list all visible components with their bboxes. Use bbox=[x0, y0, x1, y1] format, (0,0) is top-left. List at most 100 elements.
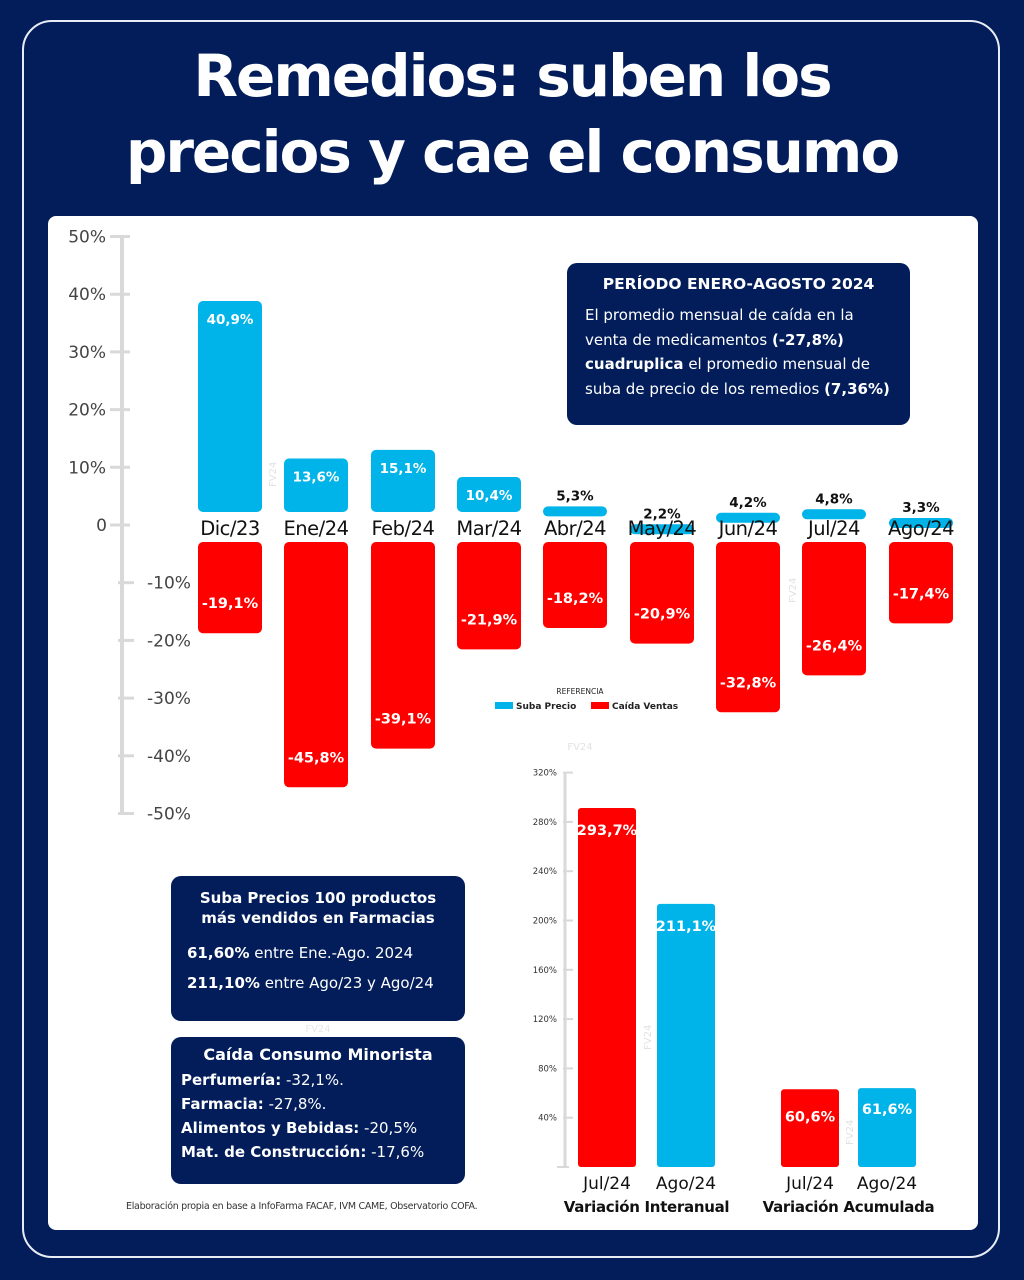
x-category-label: Ago/24 bbox=[857, 1174, 917, 1194]
consumo-row-label: Perfumería: bbox=[181, 1071, 282, 1089]
x-category-label: Jun/24 bbox=[717, 517, 778, 540]
x-category-label: Feb/24 bbox=[372, 517, 435, 540]
bar-suba-precio bbox=[543, 506, 607, 517]
bar-label-suba-precio: 2,2% bbox=[643, 506, 681, 522]
bar-label-suba-precio: 5,3% bbox=[556, 488, 594, 504]
prices-row: 61,60% entre Ene.-Ago. 2024 bbox=[187, 938, 465, 968]
bar-caida-ventas bbox=[198, 542, 262, 634]
consumo-row-value: -32,1%. bbox=[281, 1071, 344, 1089]
bar-label-variacion: 60,6% bbox=[785, 1109, 836, 1125]
bar-label-caida-ventas: -19,1% bbox=[202, 596, 259, 612]
period-avg-drop: (-27,8%) bbox=[771, 330, 844, 349]
bar-suba-precio bbox=[371, 449, 435, 512]
y-tick-label: -30% bbox=[147, 689, 191, 709]
legend-swatch-suba-precio bbox=[495, 702, 513, 709]
title-line-2: precios y cae el consumo bbox=[125, 118, 900, 186]
consumo-row: Perfumería: -32,1%. bbox=[181, 1068, 465, 1092]
x-category-label: Jul/24 bbox=[806, 517, 860, 540]
bar-suba-precio bbox=[630, 524, 694, 535]
x-category-label: Jul/24 bbox=[582, 1174, 631, 1194]
consumo-row: Alimentos y Bebidas: -20,5% bbox=[181, 1116, 465, 1140]
bar-suba-precio bbox=[889, 517, 953, 528]
y-tick-label: 10% bbox=[68, 458, 106, 478]
period-keyword: cuadruplica bbox=[585, 355, 684, 373]
prices-heading-line-2: más vendidos en Farmacias bbox=[201, 909, 435, 927]
x-category-label: Ago/24 bbox=[888, 517, 954, 540]
consumo-row-label: Farmacia: bbox=[181, 1095, 264, 1113]
consumo-row-value: -20,5% bbox=[359, 1119, 418, 1137]
bar-caida-ventas bbox=[371, 542, 435, 749]
watermark: FV24 bbox=[845, 1120, 856, 1145]
period-text-2: el promedio mensual de suba de precio de… bbox=[585, 355, 871, 398]
watermark: FV24 bbox=[643, 1025, 654, 1050]
prices-heading: Suba Precios 100 productos más vendidos … bbox=[187, 888, 465, 928]
y-tick-label: 120% bbox=[533, 1015, 557, 1025]
y-tick-label: -40% bbox=[147, 747, 191, 767]
bar-caida-ventas bbox=[630, 542, 694, 644]
watermark: FV24 bbox=[305, 1024, 330, 1035]
y-tick-label: -20% bbox=[147, 631, 191, 651]
source-credit: Elaboración propia en base a InfoFarma F… bbox=[126, 1201, 478, 1212]
legend-swatch-caida-ventas bbox=[591, 702, 609, 709]
bar-label-caida-ventas: -21,9% bbox=[461, 612, 518, 628]
bar-label-suba-precio: 40,9% bbox=[207, 312, 254, 328]
prices-box: Suba Precios 100 productos más vendidos … bbox=[171, 876, 465, 1021]
period-avg-rise: (7,36%) bbox=[824, 379, 890, 398]
bar-label-variacion: 293,7% bbox=[577, 823, 638, 839]
consumo-row: Farmacia: -27,8%. bbox=[181, 1092, 465, 1116]
bar-label-caida-ventas: -32,8% bbox=[720, 675, 777, 691]
x-category-label: Dic/23 bbox=[200, 517, 260, 540]
period-summary-box: PERÍODO ENERO-AGOSTO 2024 El promedio me… bbox=[567, 263, 910, 425]
bar-suba-precio bbox=[802, 509, 866, 520]
consumo-row-value: -17,6% bbox=[366, 1143, 425, 1161]
variation-chart: 320% 280% 240% 200% 160% 120% 80% 40% 293,7% Jul/… bbox=[305, 742, 934, 1216]
bar-variacion bbox=[657, 903, 715, 1167]
x-category-label: Ene/24 bbox=[283, 517, 348, 540]
bar-label-caida-ventas: -45,8% bbox=[288, 750, 345, 766]
consumo-row: Mat. de Construcción: -17,6% bbox=[181, 1140, 465, 1164]
bar-label-suba-precio: 4,8% bbox=[815, 491, 853, 507]
y-tick-label: 240% bbox=[533, 867, 557, 877]
legend-label-suba-precio: Suba Precio bbox=[516, 702, 576, 712]
bar-caida-ventas bbox=[716, 542, 780, 713]
x-category-label: Abr/24 bbox=[544, 517, 606, 540]
y-tick-label: -50% bbox=[147, 805, 191, 825]
watermark: FV24 bbox=[268, 462, 279, 487]
y-tick-label: 50% bbox=[68, 228, 106, 248]
bar-label-variacion: 61,6% bbox=[862, 1102, 913, 1118]
bar-caida-ventas bbox=[457, 542, 521, 650]
y-tick-label: 200% bbox=[533, 917, 557, 927]
y-tick-label: -10% bbox=[147, 574, 191, 594]
period-text: El promedio mensual de caída en la venta… bbox=[585, 303, 892, 401]
y-tick-label: 320% bbox=[533, 769, 557, 779]
bar-label-caida-ventas: -26,4% bbox=[806, 638, 863, 654]
x-category-label: Mar/24 bbox=[456, 517, 521, 540]
bar-label-suba-precio: 4,2% bbox=[729, 495, 767, 511]
prices-row-text: entre Ene.-Ago. 2024 bbox=[249, 944, 414, 962]
monthly-chart: 50% 40% 30% 20% 10% 0 -10% -20% -30% -40% -50% 40,9… bbox=[68, 228, 954, 825]
bar-suba-precio bbox=[198, 301, 262, 512]
bar-suba-precio bbox=[457, 476, 521, 512]
x-category-label: Jul/24 bbox=[785, 1174, 834, 1194]
consumo-row-label: Mat. de Construcción: bbox=[181, 1143, 367, 1161]
y-tick-label: 30% bbox=[68, 343, 106, 363]
y-tick-label: 20% bbox=[68, 401, 106, 421]
bar-label-suba-precio: 10,4% bbox=[466, 488, 513, 504]
consumo-box: Caída Consumo Minorista Perfumería: -32,… bbox=[171, 1037, 465, 1184]
y-tick-label: 280% bbox=[533, 818, 557, 828]
bar-variacion bbox=[858, 1088, 916, 1167]
y-tick-label: 160% bbox=[533, 966, 557, 976]
y-tick-label: 80% bbox=[538, 1064, 557, 1074]
group-label: Variación Interanual bbox=[564, 1198, 730, 1216]
x-category-label: Ago/24 bbox=[656, 1174, 716, 1194]
bar-suba-precio bbox=[284, 458, 348, 512]
bar-label-caida-ventas: -20,9% bbox=[634, 607, 691, 623]
x-category-label: May/24 bbox=[628, 517, 697, 540]
watermark: FV24 bbox=[567, 742, 592, 753]
prices-row-text: entre Ago/23 y Ago/24 bbox=[259, 974, 434, 992]
bar-variacion bbox=[578, 808, 636, 1167]
bar-caida-ventas bbox=[889, 542, 953, 624]
consumo-row-value: -27,8%. bbox=[263, 1095, 327, 1113]
bar-caida-ventas bbox=[284, 542, 348, 788]
